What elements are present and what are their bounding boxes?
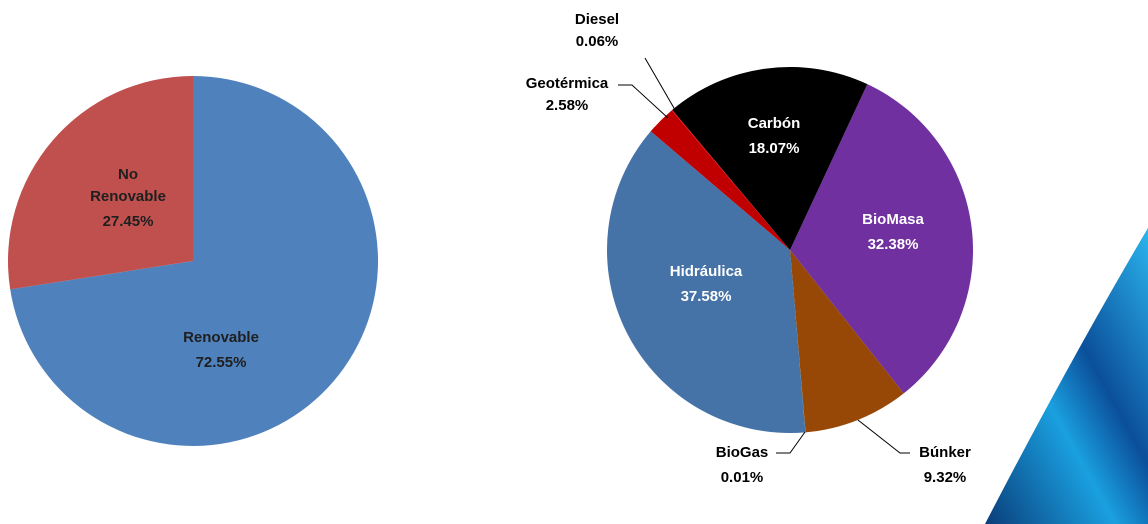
slice-label: BioMasa [862,211,924,228]
slice-value-label: 0.06% [576,33,619,50]
leader-line [645,58,678,115]
leader-line [858,420,910,453]
slice-label: Geotérmica [526,75,609,92]
slice-label: Renovable [183,329,259,346]
slice-value-label: 37.58% [681,288,732,305]
slice-value-label: 2.58% [546,97,589,114]
leader-line [776,432,805,453]
slice-value-label: 27.45% [103,213,154,230]
slice-label: Búnker [919,444,971,461]
slice-value-label: 32.38% [868,236,919,253]
slice-label: Diesel [575,11,619,28]
slice-label: Carbón [748,115,801,132]
slice-value-label: 18.07% [749,140,800,157]
slice-label: Hidráulica [670,263,743,280]
slice-value-label: 0.01% [721,469,764,486]
slice-label: BioGas [716,444,769,461]
chart: Renovable72.55%NoRenovable27.45%BioMasa3… [0,0,1148,524]
pie-slice [8,76,193,289]
slice-value-label: 9.32% [924,469,967,486]
slice-value-label: 72.55% [196,354,247,371]
decoration [985,228,1148,524]
leader-line [618,85,668,118]
